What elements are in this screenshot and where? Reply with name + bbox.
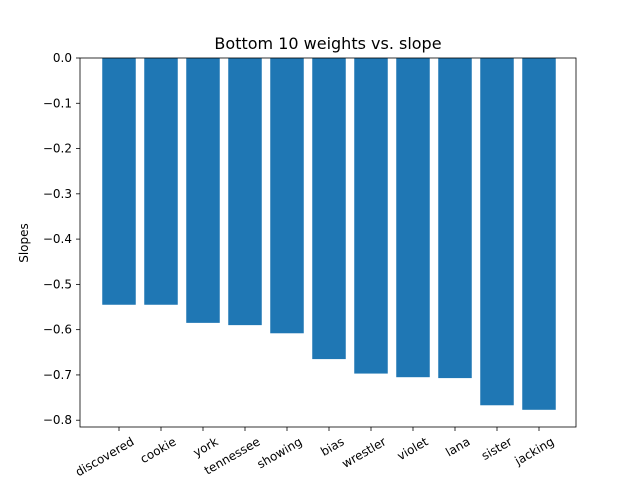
chart-title: Bottom 10 weights vs. slope	[214, 34, 441, 53]
y-axis: 0.0 −0.1 −0.2 −0.3 −0.4 −0.5 −0.6 −0.7 −0.8	[43, 51, 80, 427]
x-tick-label: sister	[479, 434, 515, 463]
y-tick-label: −0.6	[43, 323, 72, 337]
plot-frame	[79, 57, 577, 428]
bar-bias	[312, 58, 346, 360]
bar-sister	[480, 58, 514, 406]
bar-showing	[270, 58, 304, 334]
bar-york	[186, 58, 220, 323]
y-tick-label: −0.1	[43, 96, 72, 110]
x-tick-label: discovered	[73, 434, 137, 479]
x-tick-label: jacking	[512, 434, 557, 468]
x-tick-label: york	[191, 434, 221, 459]
y-axis-label: Slopes	[17, 223, 31, 263]
y-tick-label: −0.8	[43, 413, 72, 427]
y-tick-label: −0.7	[43, 368, 72, 382]
bar-tennessee	[228, 58, 262, 326]
x-tick-label: bias	[318, 434, 346, 458]
bar-wrestler	[354, 58, 388, 374]
y-tick-label: 0.0	[53, 51, 72, 65]
x-tick-label: showing	[255, 434, 305, 471]
y-tick-label: −0.4	[43, 232, 72, 246]
bar-lana	[438, 58, 472, 379]
y-tick-label: −0.5	[43, 277, 72, 291]
x-tick-label: cookie	[138, 434, 179, 466]
x-tick-label: lana	[443, 434, 472, 459]
x-tick-label: violet	[395, 434, 431, 463]
bar-discovered	[102, 58, 136, 305]
bars-group	[102, 58, 556, 410]
x-tick-label: wrestler	[340, 434, 389, 470]
bar-jacking	[522, 58, 556, 410]
bar-cookie	[144, 58, 178, 305]
bar-violet	[396, 58, 430, 378]
y-tick-label: −0.3	[43, 187, 72, 201]
y-tick-label: −0.2	[43, 142, 72, 156]
